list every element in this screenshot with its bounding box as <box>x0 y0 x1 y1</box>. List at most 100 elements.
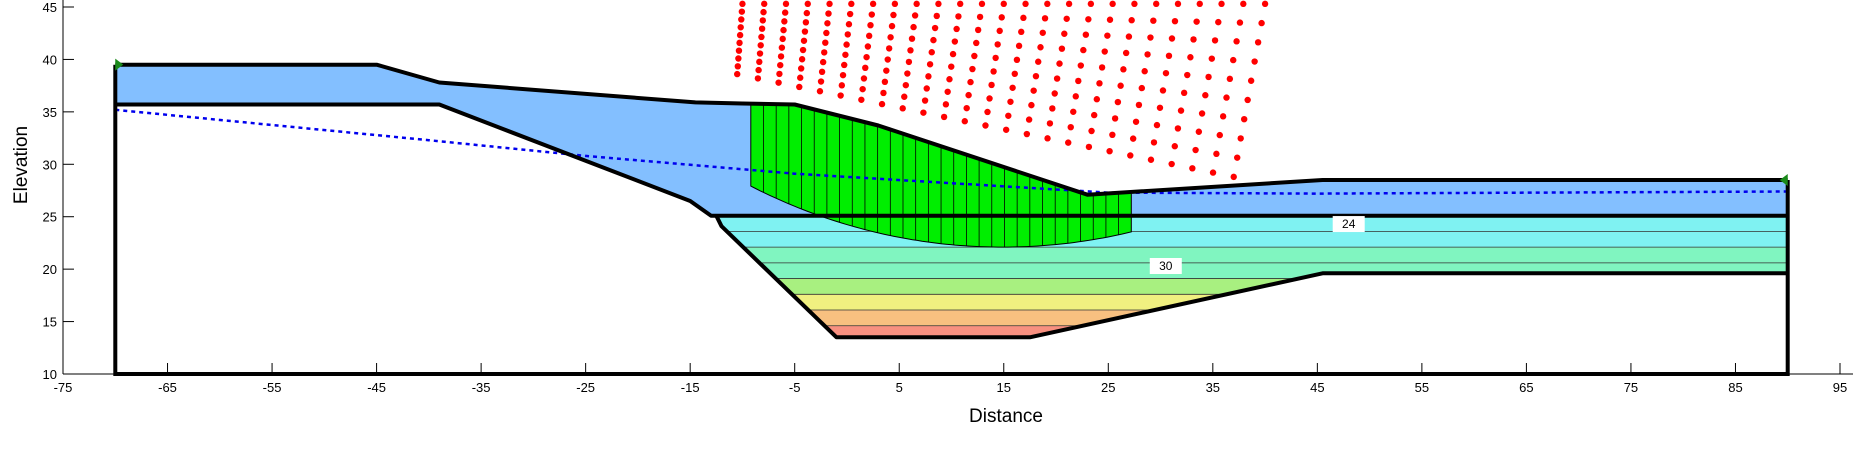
grid-center-point <box>844 31 851 38</box>
grid-center-point <box>1061 30 1068 37</box>
grid-center-point <box>974 26 982 34</box>
grid-center-point <box>755 66 762 74</box>
grid-center-point <box>1013 56 1021 64</box>
grid-center-point <box>1070 108 1077 115</box>
grid-center-point <box>1129 135 1137 142</box>
grid-center-point <box>907 47 914 54</box>
grid-center-point <box>1211 37 1219 44</box>
grid-center-point <box>1213 150 1220 158</box>
grid-center-point <box>1184 71 1191 79</box>
grid-center-point <box>1195 128 1203 135</box>
grid-center-point <box>976 13 984 21</box>
grid-center-point <box>736 31 744 39</box>
soil-layers <box>115 64 1788 216</box>
grid-center-point <box>1226 75 1234 83</box>
grid-center-point <box>885 45 893 52</box>
x-tick-label: 55 <box>1415 380 1429 395</box>
grid-center-point <box>1085 16 1092 23</box>
grid-center-point <box>859 85 866 93</box>
x-tick-label: -25 <box>576 380 595 395</box>
grid-center-point <box>1020 14 1027 22</box>
right-marker <box>1779 174 1788 187</box>
grid-center-point <box>1233 38 1240 45</box>
grid-center-point <box>933 12 940 20</box>
grid-center-point <box>1193 18 1200 25</box>
ground-surface-line <box>115 62 1788 197</box>
grid-center-point <box>946 76 953 83</box>
grid-center-point <box>864 43 872 50</box>
grid-center-point <box>996 27 1003 35</box>
grid-center-point <box>921 97 929 104</box>
grid-center-point <box>992 54 999 62</box>
grid-center-point <box>1041 15 1049 22</box>
grid-center-point <box>838 82 846 89</box>
grid-center-point <box>1236 19 1244 26</box>
grid-center-point <box>823 29 830 37</box>
grid-center-point <box>1171 17 1179 25</box>
upper-soil-layer <box>115 64 1788 216</box>
grid-center-point <box>1028 101 1035 109</box>
pressure-contours <box>716 215 1788 338</box>
grid-center-point <box>1128 17 1135 24</box>
grid-center-point <box>911 12 919 19</box>
x-tick-label: -55 <box>263 380 282 395</box>
grid-center-point <box>1234 154 1241 161</box>
grid-center-point <box>1131 0 1138 8</box>
grid-center-point <box>734 70 741 78</box>
grid-center-point <box>1254 39 1262 46</box>
grid-center-point <box>905 58 913 66</box>
layer-boundary-line <box>115 102 1788 218</box>
y-tick-label: 30 <box>43 157 57 172</box>
grid-center-point <box>1022 0 1029 8</box>
grid-center-point <box>761 0 768 8</box>
grid-center-point <box>869 0 877 8</box>
y-axis-title: Elevation <box>11 126 32 204</box>
grid-center-point <box>1077 62 1085 69</box>
grid-center-point <box>1106 16 1114 23</box>
contour-labels: 24 30 <box>1149 216 1365 274</box>
axes: -75 -65 -55 -45 -35 -25 -15 -5 5 15 25 35 45 55 65 75 85… <box>43 0 1853 395</box>
pressure-band <box>716 325 1788 338</box>
contour-label-box <box>1149 257 1182 274</box>
grid-center-point <box>1005 112 1012 119</box>
grid-center-point <box>1002 126 1010 133</box>
grid-center-point <box>1030 87 1037 94</box>
x-tick-label: 65 <box>1519 380 1533 395</box>
grid-center-point <box>1072 93 1079 100</box>
grid-center-point <box>1044 0 1051 8</box>
grid-center-point <box>735 55 742 62</box>
pressure-band <box>716 310 1788 326</box>
grid-center-point <box>888 22 896 30</box>
grid-center-point <box>1208 55 1216 62</box>
grid-center-point <box>1171 143 1178 150</box>
grid-center-point <box>821 49 828 56</box>
grid-center-point <box>826 0 833 8</box>
grid-center-point <box>881 78 889 86</box>
grid-center-point <box>842 51 849 58</box>
water-table <box>115 108 1788 195</box>
grid-center-point <box>1147 34 1154 41</box>
grid-center-point <box>754 75 762 82</box>
grid-center-point <box>1135 101 1143 109</box>
grid-center-point <box>1007 98 1014 105</box>
contour-label: 24 <box>1342 217 1356 231</box>
grid-center-point <box>891 0 899 8</box>
grid-center-point <box>904 70 911 77</box>
grid-center-point <box>804 0 811 8</box>
grid-center-point <box>963 104 970 112</box>
grid-center-point <box>758 25 766 32</box>
grid-center-point <box>845 21 853 28</box>
grid-center-point <box>1218 0 1225 8</box>
grid-center-point <box>735 47 743 54</box>
grid-center-point <box>824 20 831 27</box>
grid-center-point <box>1109 131 1116 139</box>
grid-center-point <box>1000 0 1007 8</box>
grid-center-point <box>1082 31 1090 38</box>
grid-center-point <box>1015 42 1023 50</box>
y-tick-label: 10 <box>43 367 57 382</box>
grid-center-point <box>1230 173 1237 181</box>
x-tick-label: 45 <box>1310 380 1324 395</box>
grid-center-point <box>1174 125 1182 132</box>
grid-center-point <box>1174 0 1182 8</box>
pressure-band <box>716 294 1788 311</box>
